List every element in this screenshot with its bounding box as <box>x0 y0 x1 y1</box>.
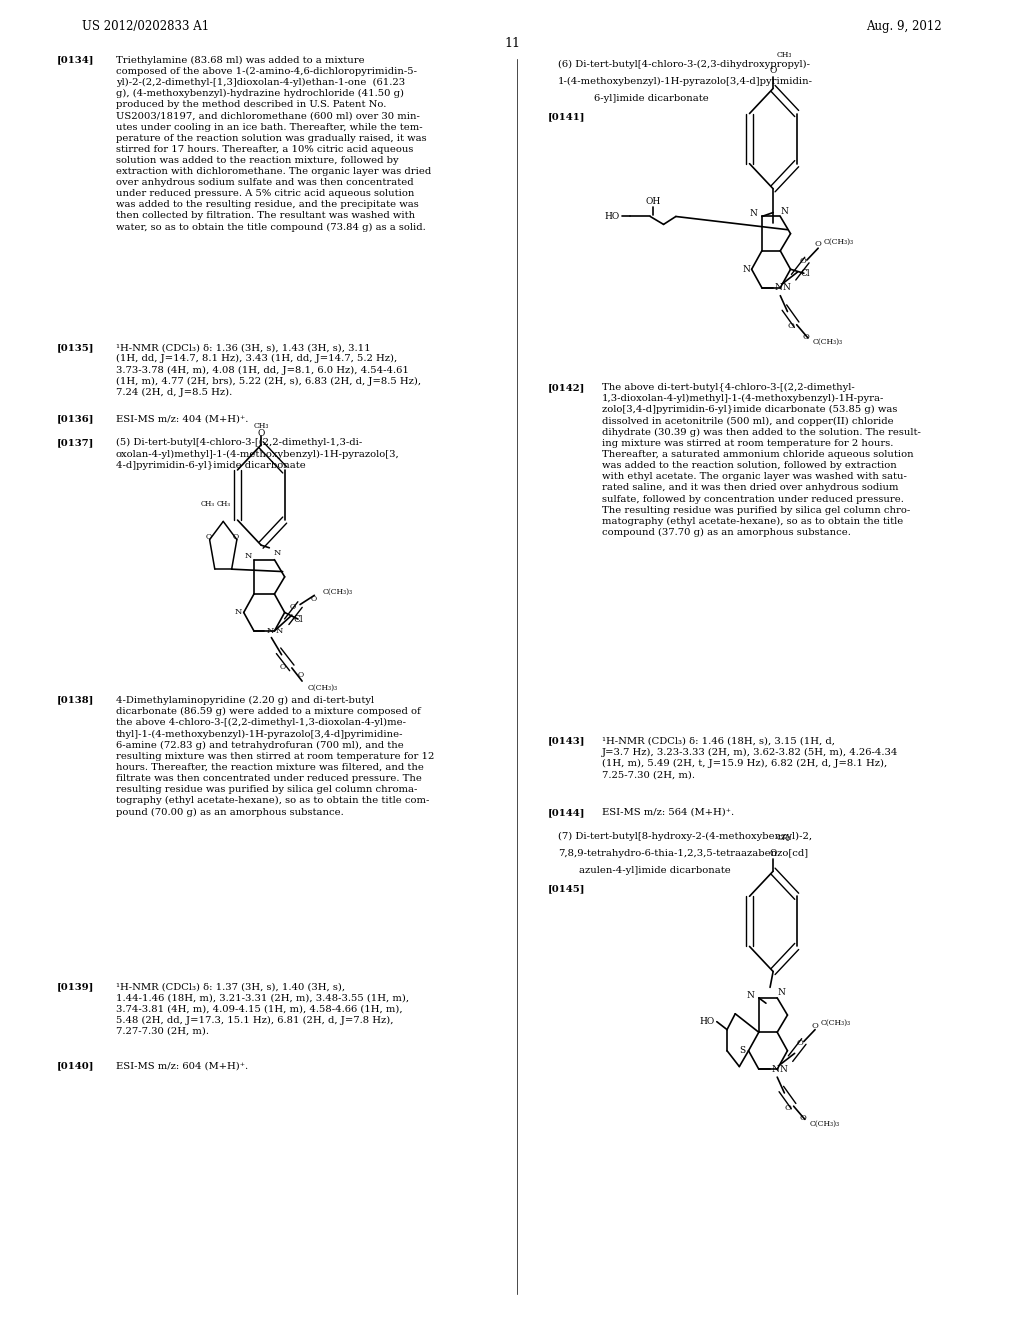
Text: azulen-4-yl]imide dicarbonate: azulen-4-yl]imide dicarbonate <box>579 866 730 875</box>
Text: CH₃: CH₃ <box>201 500 215 508</box>
Text: O: O <box>812 1022 818 1030</box>
Text: [0143]: [0143] <box>548 737 586 746</box>
Text: N: N <box>750 210 758 218</box>
Text: N: N <box>780 207 788 215</box>
Text: C(CH₃)₃: C(CH₃)₃ <box>823 238 853 246</box>
Text: O: O <box>803 333 809 341</box>
Text: ¹H-NMR (CDCl₃) δ: 1.37 (3H, s), 1.40 (3H, s),
1.44-1.46 (18H, m), 3.21-3.31 (2H,: ¹H-NMR (CDCl₃) δ: 1.37 (3H, s), 1.40 (3H… <box>116 982 409 1036</box>
Text: Aug. 9, 2012: Aug. 9, 2012 <box>866 20 942 33</box>
Text: HO: HO <box>604 213 620 220</box>
Text: [0138]: [0138] <box>56 696 93 705</box>
Text: O: O <box>784 1104 791 1111</box>
Text: ESI-MS m/z: 404 (M+H)⁺.: ESI-MS m/z: 404 (M+H)⁺. <box>116 414 248 424</box>
Text: [0142]: [0142] <box>548 383 585 392</box>
Text: ESI-MS m/z: 564 (M+H)⁺.: ESI-MS m/z: 564 (M+H)⁺. <box>602 808 734 817</box>
Text: HO: HO <box>699 1018 715 1026</box>
Text: (6) Di-tert-butyl[4-chloro-3-(2,3-dihydroxypropyl)-: (6) Di-tert-butyl[4-chloro-3-(2,3-dihydr… <box>558 59 810 69</box>
Text: CH₃: CH₃ <box>776 834 792 842</box>
Text: O: O <box>787 322 794 330</box>
Text: ¹H-NMR (CDCl₃) δ: 1.36 (3H, s), 1.43 (3H, s), 3.11
(1H, dd, J=14.7, 8.1 Hz), 3.4: ¹H-NMR (CDCl₃) δ: 1.36 (3H, s), 1.43 (3H… <box>116 343 421 397</box>
Text: N: N <box>742 265 751 273</box>
Text: O: O <box>280 663 286 671</box>
Text: C(CH₃)₃: C(CH₃)₃ <box>307 684 337 692</box>
Text: N: N <box>266 627 273 635</box>
Text: Cl: Cl <box>801 269 810 277</box>
Text: [0145]: [0145] <box>548 884 586 894</box>
Text: C(CH₃)₃: C(CH₃)₃ <box>810 1119 840 1127</box>
Text: O: O <box>298 671 304 678</box>
Text: N: N <box>782 284 791 292</box>
Text: CH₃: CH₃ <box>253 422 269 430</box>
Text: N: N <box>244 552 252 560</box>
Text: 7,8,9-tetrahydro-6-thia-1,2,3,5-tetraazabenzo[cd]: 7,8,9-tetrahydro-6-thia-1,2,3,5-tetraaza… <box>558 849 808 858</box>
Text: O: O <box>797 1039 803 1047</box>
Text: ¹H-NMR (CDCl₃) δ: 1.46 (18H, s), 3.15 (1H, d,
J=3.7 Hz), 3.23-3.33 (2H, m), 3.62: ¹H-NMR (CDCl₃) δ: 1.46 (18H, s), 3.15 (1… <box>602 737 898 779</box>
Text: [0136]: [0136] <box>56 414 94 424</box>
Text: O: O <box>800 1114 806 1122</box>
Text: N: N <box>779 1065 787 1073</box>
Text: C(CH₃)₃: C(CH₃)₃ <box>813 338 843 346</box>
Text: The above di-tert-butyl{4-chloro-3-[(2,2-dimethyl-
1,3-dioxolan-4-yl)methyl]-1-(: The above di-tert-butyl{4-chloro-3-[(2,2… <box>602 383 921 537</box>
Text: O: O <box>769 849 777 858</box>
Text: N: N <box>746 991 755 999</box>
Text: (5) Di-tert-butyl[4-chloro-3-[(2,2-dimethyl-1,3-di-
oxolan-4-yl)methyl]-1-(4-met: (5) Di-tert-butyl[4-chloro-3-[(2,2-dimet… <box>116 438 399 470</box>
Text: CH₃: CH₃ <box>216 500 230 508</box>
Text: O: O <box>769 66 777 75</box>
Text: [0134]: [0134] <box>56 55 94 65</box>
Text: O: O <box>815 240 821 248</box>
Text: O: O <box>800 257 806 265</box>
Text: N: N <box>771 1065 779 1073</box>
Text: N: N <box>234 609 243 616</box>
Text: (7) Di-tert-butyl[8-hydroxy-2-(4-methoxybenzyl)-2,: (7) Di-tert-butyl[8-hydroxy-2-(4-methoxy… <box>558 832 812 841</box>
Text: S: S <box>739 1047 745 1055</box>
Text: N: N <box>273 549 282 557</box>
Text: O: O <box>310 595 316 603</box>
Text: N: N <box>275 627 284 635</box>
Text: 6-yl]imide dicarbonate: 6-yl]imide dicarbonate <box>594 94 709 103</box>
Text: Cl: Cl <box>294 615 303 623</box>
Text: C(CH₃)₃: C(CH₃)₃ <box>323 587 352 595</box>
Text: 1-(4-methoxybenzyl)-1H-pyrazolo[3,4-d]pyrimidin-: 1-(4-methoxybenzyl)-1H-pyrazolo[3,4-d]py… <box>558 77 813 86</box>
Text: [0135]: [0135] <box>56 343 94 352</box>
Text: [0139]: [0139] <box>56 982 93 991</box>
Text: O: O <box>257 429 265 438</box>
Text: N: N <box>777 989 785 997</box>
Text: CH₃: CH₃ <box>776 51 792 59</box>
Text: O: O <box>232 533 239 541</box>
Text: US 2012/0202833 A1: US 2012/0202833 A1 <box>82 20 209 33</box>
Text: Triethylamine (83.68 ml) was added to a mixture
composed of the above 1-(2-amino: Triethylamine (83.68 ml) was added to a … <box>116 55 431 232</box>
Text: 11: 11 <box>504 37 520 50</box>
Text: 4-Dimethylaminopyridine (2.20 g) and di-tert-butyl
dicarbonate (86.59 g) were ad: 4-Dimethylaminopyridine (2.20 g) and di-… <box>116 696 434 817</box>
Text: [0140]: [0140] <box>56 1061 94 1071</box>
Text: OH: OH <box>646 197 660 206</box>
Text: O: O <box>206 533 212 541</box>
Text: O: O <box>290 603 296 611</box>
Text: N: N <box>774 284 782 292</box>
Text: [0144]: [0144] <box>548 808 586 817</box>
Text: [0137]: [0137] <box>56 438 93 447</box>
Text: [0141]: [0141] <box>548 112 586 121</box>
Text: ESI-MS m/z: 604 (M+H)⁺.: ESI-MS m/z: 604 (M+H)⁺. <box>116 1061 248 1071</box>
Text: C(CH₃)₃: C(CH₃)₃ <box>820 1019 850 1027</box>
